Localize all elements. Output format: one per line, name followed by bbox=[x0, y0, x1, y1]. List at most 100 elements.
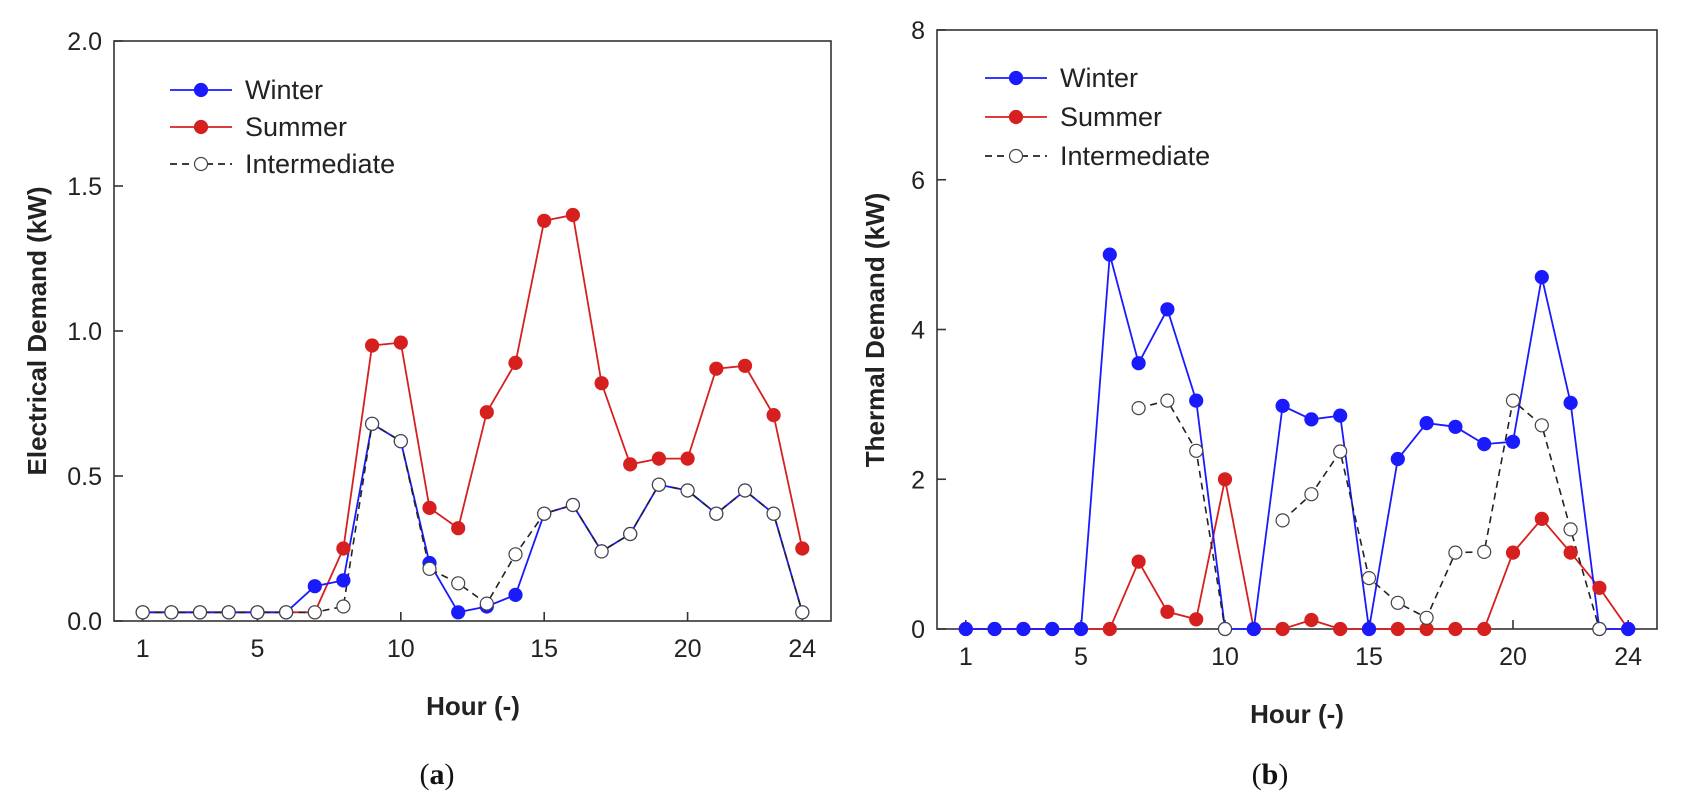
legend-b: Winter Summer Intermediate bbox=[985, 63, 1210, 171]
y-tick-label: 0 bbox=[911, 616, 925, 644]
data-point-winter-1 bbox=[958, 621, 973, 637]
data-point-intermediate-16 bbox=[1390, 595, 1405, 610]
data-point-intermediate-17 bbox=[594, 544, 609, 559]
data-point-summer-16 bbox=[1390, 621, 1405, 637]
data-point-intermediate-15 bbox=[537, 506, 552, 521]
data-point-summer-21 bbox=[1534, 511, 1549, 527]
data-point-winter-8 bbox=[336, 573, 351, 588]
data-point-intermediate-11 bbox=[422, 561, 437, 576]
data-point-summer-7 bbox=[1131, 554, 1146, 569]
data-point-intermediate-13 bbox=[1304, 487, 1319, 502]
x-tick-label: 5 bbox=[250, 635, 264, 663]
data-point-intermediate-6 bbox=[279, 605, 294, 620]
data-point-summer-22 bbox=[1563, 545, 1578, 560]
data-point-summer-9 bbox=[1189, 612, 1204, 627]
data-point-summer-14 bbox=[508, 355, 523, 370]
data-point-intermediate-4 bbox=[221, 605, 236, 620]
data-point-winter-7 bbox=[307, 579, 322, 594]
data-point-intermediate-15 bbox=[1361, 570, 1377, 586]
data-point-summer-15 bbox=[537, 213, 552, 228]
plot-frame-a bbox=[113, 40, 832, 622]
data-point-intermediate-20 bbox=[680, 483, 695, 498]
data-point-intermediate-22 bbox=[737, 483, 753, 498]
legend-marker-winter bbox=[1008, 70, 1024, 86]
data-point-intermediate-21 bbox=[709, 506, 724, 521]
data-point-intermediate-14 bbox=[1333, 444, 1348, 459]
series-line-intermediate bbox=[142, 422, 804, 614]
data-point-intermediate-14 bbox=[508, 547, 523, 562]
legend-a: Winter Summer Intermediate bbox=[170, 75, 395, 179]
legend-label-winter: Winter bbox=[1060, 63, 1138, 93]
x-tick-label: 1 bbox=[136, 635, 150, 663]
x-tick-label: 24 bbox=[1614, 643, 1642, 671]
data-point-winter-13 bbox=[1304, 412, 1319, 427]
data-point-winter-16 bbox=[1390, 451, 1405, 467]
data-point-summer-18 bbox=[623, 457, 638, 472]
series-line-winter bbox=[965, 254, 1629, 630]
data-point-intermediate-21 bbox=[1534, 418, 1549, 433]
plot-frame-b bbox=[936, 29, 1658, 630]
legend-marker-summer bbox=[193, 119, 209, 135]
data-point-summer-11 bbox=[422, 500, 437, 515]
data-point-winter-12 bbox=[451, 605, 466, 620]
data-point-winter-6 bbox=[1102, 247, 1117, 262]
x-ticks-b: 1 5 10 15 20 24 bbox=[959, 620, 1642, 671]
data-point-winter-5 bbox=[1073, 621, 1089, 637]
panel-a: 1 5 10 15 20 24 0.00.51.01.52.0 WinterSummerI… bbox=[22, 28, 832, 791]
data-point-intermediate-18 bbox=[623, 526, 638, 542]
y-axis-title-b: Thermal Demand (kW) bbox=[860, 193, 890, 468]
data-point-winter-18 bbox=[1448, 419, 1463, 434]
data-point-winter-17 bbox=[1419, 416, 1434, 431]
y-tick-label: 4 bbox=[911, 317, 925, 345]
data-point-summer-10 bbox=[1217, 472, 1233, 487]
data-point-intermediate-23 bbox=[1592, 621, 1607, 637]
data-point-winter-15 bbox=[1361, 621, 1377, 637]
data-point-winter-7 bbox=[1131, 356, 1146, 371]
data-point-summer-23 bbox=[1592, 580, 1607, 595]
legend-marker-intermediate bbox=[193, 156, 209, 172]
legend-label-summer: Summer bbox=[245, 112, 347, 142]
series-line-intermediate bbox=[1138, 399, 1601, 630]
data-point-intermediate-1 bbox=[135, 605, 150, 620]
legend-marker-winter bbox=[193, 82, 209, 98]
data-point-winter-22 bbox=[1563, 395, 1578, 410]
y-tick-label: 0.0 bbox=[67, 608, 102, 636]
data-point-summer-16 bbox=[565, 207, 581, 223]
data-point-intermediate-22 bbox=[1563, 522, 1578, 537]
data-point-winter-14 bbox=[508, 587, 523, 603]
data-point-intermediate-10 bbox=[1217, 621, 1233, 637]
legend-label-intermediate: Intermediate bbox=[245, 149, 395, 179]
data-point-winter-12 bbox=[1275, 398, 1290, 413]
data-point-intermediate-9 bbox=[365, 416, 380, 431]
y-tick-label: 2 bbox=[911, 466, 925, 494]
x-tick-label: 15 bbox=[1355, 643, 1383, 671]
data-point-winter-4 bbox=[1045, 621, 1060, 637]
data-point-summer-19 bbox=[1477, 621, 1492, 637]
data-point-winter-14 bbox=[1333, 408, 1348, 423]
data-point-summer-22 bbox=[737, 358, 753, 373]
data-point-winter-2 bbox=[987, 621, 1002, 637]
data-point-intermediate-23 bbox=[766, 506, 781, 521]
data-point-summer-19 bbox=[651, 451, 667, 466]
data-point-summer-12 bbox=[451, 521, 466, 536]
x-tick-label: 15 bbox=[530, 635, 558, 663]
data-point-intermediate-18 bbox=[1448, 545, 1463, 560]
data-point-intermediate-13 bbox=[479, 596, 494, 611]
data-point-summer-21 bbox=[709, 361, 724, 376]
y-tick-label: 1.0 bbox=[67, 318, 102, 346]
data-point-intermediate-20 bbox=[1505, 393, 1521, 408]
data-point-summer-18 bbox=[1448, 621, 1463, 637]
data-point-intermediate-8 bbox=[1160, 393, 1175, 408]
data-point-intermediate-24 bbox=[795, 605, 810, 620]
y-tick-label: 8 bbox=[911, 17, 925, 45]
data-point-summer-8 bbox=[1160, 604, 1175, 619]
data-point-winter-3 bbox=[1016, 621, 1031, 637]
series-line-summer bbox=[965, 479, 1629, 630]
data-point-intermediate-3 bbox=[192, 605, 208, 620]
data-point-intermediate-19 bbox=[1477, 544, 1492, 560]
legend-marker-summer bbox=[1008, 109, 1024, 125]
y-tick-label: 1.5 bbox=[67, 173, 102, 201]
x-ticks-a: 1 5 10 15 20 24 bbox=[136, 612, 816, 663]
series-markers-a bbox=[135, 207, 810, 620]
